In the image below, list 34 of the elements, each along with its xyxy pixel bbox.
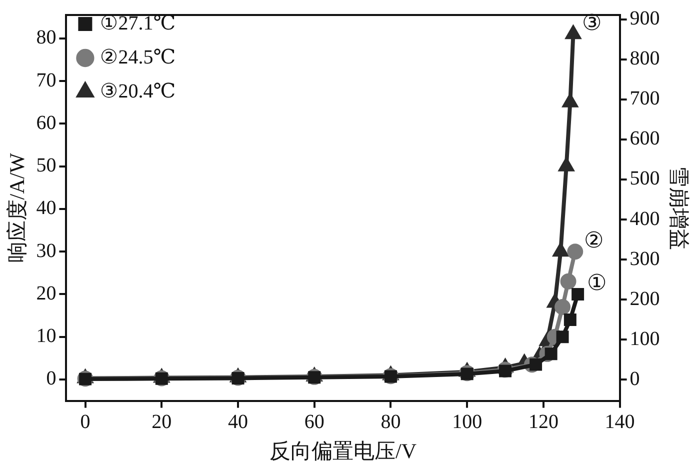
y-tick-label: 20 [36, 282, 56, 304]
x-axis-title: 反向偏置电压/V [270, 438, 416, 463]
annotation: ② [584, 227, 604, 252]
y2-tick-label: 700 [630, 88, 660, 110]
y-axis-title: 响应度/A/W [5, 152, 30, 263]
y2-tick-label: 200 [630, 288, 660, 310]
y-tick-label: 50 [36, 154, 56, 177]
x-tick-label: 120 [528, 411, 558, 434]
y-tick-label: 0 [46, 368, 56, 390]
x-tick-label: 0 [80, 411, 90, 434]
x-tick-label: 20 [152, 411, 172, 434]
y-tick-label: 40 [36, 197, 56, 220]
y2-tick-label: 600 [630, 128, 660, 150]
x-tick-label: 140 [604, 411, 635, 434]
y2-tick-label: 300 [630, 248, 660, 270]
x-tick-label: 60 [304, 411, 324, 434]
y-tick-label: 80 [36, 26, 56, 49]
legend-label: ②24.5℃ [100, 46, 176, 68]
legend-label: ③20.4℃ [100, 80, 176, 102]
x-tick-label: 100 [452, 411, 482, 434]
y2-tick-label: 0 [630, 368, 640, 390]
y-tick-label: 70 [36, 69, 56, 92]
y2-tick-label: 400 [630, 208, 660, 230]
x-tick-label: 80 [380, 411, 401, 434]
y2-tick-label: 800 [630, 48, 660, 70]
y-tick-label: 60 [36, 112, 56, 134]
annotation: ① [586, 270, 607, 296]
y2-axis-title: 雪崩增益 [666, 166, 691, 250]
x-tick-label: 40 [228, 411, 248, 434]
y2-tick-label: 900 [630, 8, 660, 30]
y-tick-label: 10 [36, 325, 56, 348]
y2-tick-label: 500 [630, 168, 660, 190]
y-tick-label: 30 [36, 240, 56, 262]
y2-tick-label: 100 [630, 328, 660, 350]
